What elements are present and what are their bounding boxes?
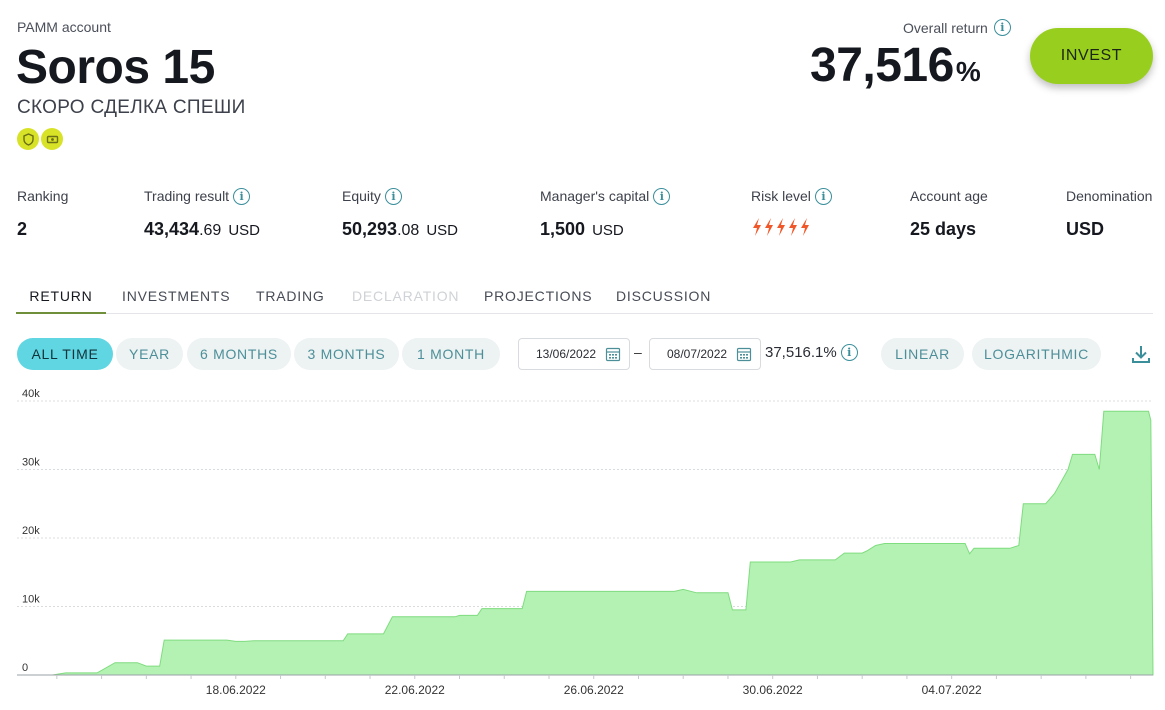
stat-label: Account age xyxy=(910,188,988,204)
stat-risk-level: Risk level i xyxy=(751,187,832,237)
lightning-bolt-icon xyxy=(765,218,773,236)
tab-discussion[interactable]: DISCUSSION xyxy=(616,288,712,304)
date-to-field[interactable]: 08/07/2022 xyxy=(649,338,761,370)
info-icon[interactable]: i xyxy=(840,344,858,361)
stat-label: Trading result xyxy=(144,188,230,204)
invest-button[interactable]: INVEST xyxy=(1030,28,1153,84)
y-tick-label: 20k xyxy=(22,525,40,537)
stat-managers-capital: Manager's capital i 1,500 USD xyxy=(540,187,671,240)
stat-label: Risk level xyxy=(751,188,811,204)
calendar-icon[interactable] xyxy=(605,346,621,362)
stat-value-dec: .08 xyxy=(397,222,420,239)
tab-trading[interactable]: TRADING xyxy=(256,288,325,304)
overall-return-unit: % xyxy=(955,56,981,87)
filter-1-month[interactable]: 1 MONTH xyxy=(402,338,500,370)
info-icon[interactable]: i xyxy=(384,187,402,205)
tab-investments[interactable]: INVESTMENTS xyxy=(122,288,231,304)
x-tick-label: 22.06.2022 xyxy=(385,683,445,697)
stat-equity: Equity i 50,293.08 USD xyxy=(342,187,458,240)
date-range-separator: – xyxy=(634,344,642,360)
stat-value-int: 43,434 xyxy=(144,219,200,239)
stat-label: Manager's capital xyxy=(540,188,650,204)
y-tick-label: 10k xyxy=(22,594,40,606)
date-from-field[interactable]: 13/06/2022 xyxy=(518,338,630,370)
money-badge-icon[interactable] xyxy=(41,128,63,150)
date-to-value: 08/07/2022 xyxy=(667,347,728,361)
calendar-icon[interactable] xyxy=(736,346,752,362)
date-from-value: 13/06/2022 xyxy=(536,347,597,361)
lightning-bolt-icon xyxy=(753,218,761,236)
stat-account-age: Account age 25 days xyxy=(910,187,988,240)
stat-value: 1,500 xyxy=(540,219,586,239)
overall-return-number: 37,516 xyxy=(810,39,954,92)
stat-trading-result: Trading result i 43,434.69 USD xyxy=(144,187,260,240)
x-tick-label: 26.06.2022 xyxy=(564,683,624,697)
scale-linear[interactable]: LINEAR xyxy=(881,338,964,370)
info-icon[interactable]: i xyxy=(653,187,671,205)
stat-unit: USD xyxy=(592,222,624,239)
tab-bar: RETURN INVESTMENTS TRADING DECLARATION P… xyxy=(16,288,1153,314)
download-icon[interactable] xyxy=(1130,343,1152,365)
overall-return-label: Overall return i xyxy=(903,19,1011,36)
overall-return-label-text: Overall return xyxy=(903,19,988,36)
account-badges xyxy=(17,128,63,150)
return-area xyxy=(30,410,1154,676)
range-return: 37,516.1% i xyxy=(765,344,858,361)
stat-label: Equity xyxy=(342,188,381,204)
filter-3-months[interactable]: 3 MONTHS xyxy=(294,338,399,370)
x-tick-label: 04.07.2022 xyxy=(922,683,982,697)
lightning-bolt-icon xyxy=(777,218,785,236)
lightning-bolt-icon xyxy=(801,218,809,236)
filter-year[interactable]: YEAR xyxy=(116,338,183,370)
range-return-value: 37,516.1% xyxy=(765,344,837,361)
tab-declaration: DECLARATION xyxy=(352,288,460,304)
tab-projections[interactable]: PROJECTIONS xyxy=(484,288,593,304)
stat-unit: USD xyxy=(426,222,458,239)
tab-return[interactable]: RETURN xyxy=(16,288,106,314)
y-tick-label: 40k xyxy=(22,388,40,400)
stat-value-dec: .69 xyxy=(199,222,222,239)
info-icon[interactable]: i xyxy=(233,187,251,205)
stat-value: USD xyxy=(1066,219,1105,239)
stat-label: Denomination xyxy=(1066,188,1153,204)
stat-value: 2 xyxy=(17,219,28,239)
x-tick-label: 30.06.2022 xyxy=(743,683,803,697)
y-tick-label: 30k xyxy=(22,457,40,469)
lightning-bolt-icon xyxy=(789,218,797,236)
filter-all-time[interactable]: ALL TIME xyxy=(17,338,113,370)
account-type-label: PAMM account xyxy=(17,19,111,35)
account-subtitle: СКОРО СДЕЛКА СПЕШИ xyxy=(17,97,246,118)
filter-6-months[interactable]: 6 MONTHS xyxy=(187,338,291,370)
risk-level-indicator xyxy=(751,217,832,237)
info-icon[interactable]: i xyxy=(814,187,832,205)
y-tick-label: 0 xyxy=(22,662,28,674)
shield-badge-icon[interactable] xyxy=(17,128,39,150)
stat-label: Ranking xyxy=(17,188,69,204)
stat-value: 25 days xyxy=(910,219,977,239)
account-name: Soros 15 xyxy=(16,41,215,94)
overall-return-value: 37,516% xyxy=(810,38,981,93)
scale-logarithmic[interactable]: LOGARITHMIC xyxy=(972,338,1101,370)
stat-value-int: 50,293 xyxy=(342,219,398,239)
x-tick-label: 18.06.2022 xyxy=(206,683,266,697)
return-chart[interactable]: 0 10k 20k 30k 40k 18.06.2022 22.06.2022 26.06.2… xyxy=(0,385,1165,710)
stat-unit: USD xyxy=(228,222,260,239)
stat-ranking: Ranking 2 xyxy=(17,187,68,240)
info-icon[interactable]: i xyxy=(993,19,1011,36)
stat-denomination: Denomination USD xyxy=(1066,187,1152,240)
